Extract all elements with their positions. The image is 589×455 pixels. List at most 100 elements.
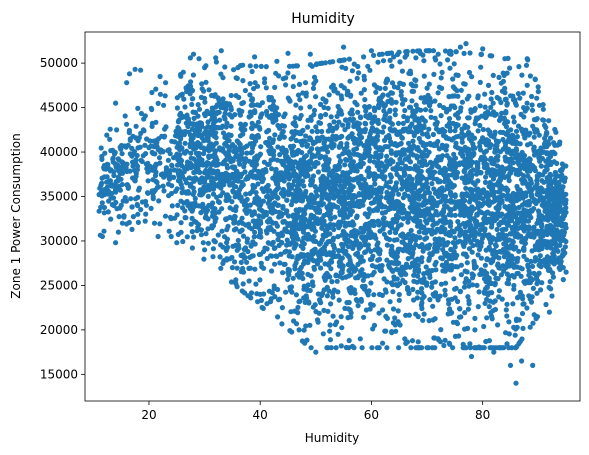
- scatter-point: [543, 301, 549, 308]
- scatter-point: [362, 104, 368, 110]
- scatter-point: [220, 75, 226, 81]
- scatter-point: [303, 133, 309, 139]
- scatter-point: [371, 52, 377, 59]
- scatter-point: [483, 174, 489, 180]
- scatter-point: [382, 144, 388, 150]
- scatter-point: [559, 161, 566, 167]
- scatter-point: [446, 232, 452, 238]
- scatter-point: [111, 172, 117, 179]
- scatter-point: [394, 276, 400, 282]
- scatter-point: [441, 342, 447, 349]
- scatter-point: [493, 275, 499, 281]
- scatter-point: [127, 168, 133, 174]
- scatter-point: [272, 132, 278, 138]
- scatter-point: [417, 218, 423, 224]
- scatter-point: [242, 160, 248, 166]
- scatter-point: [350, 136, 356, 143]
- scatter-point: [540, 102, 546, 108]
- scatter-point: [492, 242, 499, 248]
- scatter-point: [477, 140, 483, 146]
- scatter-point: [231, 183, 237, 190]
- scatter-point: [465, 294, 471, 300]
- scatter-point: [258, 63, 264, 69]
- scatter-point: [361, 314, 367, 320]
- scatter-point: [425, 168, 431, 174]
- scatter-point: [239, 227, 245, 233]
- scatter-point: [546, 200, 552, 206]
- scatter-point: [224, 174, 230, 180]
- scatter-point: [371, 222, 377, 229]
- scatter-point: [246, 114, 252, 120]
- scatter-point: [433, 293, 439, 299]
- scatter-point: [559, 167, 565, 173]
- scatter-point: [305, 252, 311, 258]
- scatter-point: [362, 211, 368, 217]
- scatter-point: [347, 78, 353, 84]
- scatter-point: [509, 156, 515, 162]
- scatter-point: [514, 295, 521, 301]
- scatter-point: [387, 108, 393, 114]
- scatter-point: [547, 266, 553, 272]
- scatter-point: [277, 134, 283, 140]
- scatter-point: [409, 98, 415, 104]
- scatter-point: [135, 105, 141, 111]
- scatter-point: [502, 265, 509, 271]
- scatter-point: [515, 234, 521, 240]
- scatter-point: [114, 127, 120, 133]
- scatter-point: [208, 162, 214, 168]
- scatter-point: [377, 85, 383, 91]
- scatter-point: [240, 78, 246, 84]
- scatter-point: [228, 123, 234, 129]
- scatter-point: [521, 253, 527, 259]
- scatter-point: [411, 297, 417, 303]
- scatter-point: [258, 251, 264, 257]
- scatter-point: [281, 193, 287, 199]
- scatter-point: [463, 124, 469, 130]
- scatter-point: [209, 204, 215, 210]
- scatter-point: [327, 322, 333, 328]
- scatter-point: [247, 265, 253, 271]
- scatter-point: [519, 72, 525, 78]
- scatter-point: [453, 72, 459, 78]
- scatter-point: [182, 104, 188, 110]
- scatter-point: [458, 87, 464, 93]
- scatter-point: [530, 320, 536, 326]
- scatter-point: [426, 81, 432, 87]
- scatter-point: [439, 142, 445, 148]
- scatter-point: [477, 79, 483, 85]
- scatter-point: [280, 76, 286, 82]
- scatter-point: [380, 216, 386, 222]
- scatter-point: [402, 183, 408, 189]
- scatter-point: [328, 216, 334, 222]
- scatter-point: [476, 246, 483, 253]
- scatter-point: [524, 142, 531, 148]
- scatter-point: [477, 122, 483, 129]
- scatter-point: [273, 70, 279, 76]
- scatter-point: [455, 145, 461, 151]
- scatter-point: [309, 236, 315, 242]
- scatter-point: [309, 178, 315, 184]
- scatter-point: [420, 131, 426, 137]
- scatter-point: [469, 153, 475, 159]
- scatter-point: [113, 184, 119, 190]
- scatter-point: [427, 274, 433, 280]
- scatter-point: [538, 145, 544, 151]
- scatter-point: [309, 279, 316, 285]
- scatter-point: [403, 261, 410, 267]
- scatter-point: [280, 219, 286, 225]
- scatter-point: [406, 104, 412, 110]
- scatter-point: [500, 70, 506, 76]
- scatter-point: [205, 240, 211, 246]
- scatter-point: [243, 156, 249, 162]
- scatter-point: [354, 168, 360, 174]
- scatter-point: [261, 265, 267, 271]
- scatter-point: [202, 113, 208, 119]
- scatter-point: [380, 129, 386, 135]
- scatter-point: [307, 62, 313, 68]
- scatter-point: [331, 226, 337, 233]
- scatter-point: [442, 220, 448, 226]
- scatter-point: [177, 175, 183, 181]
- scatter-point: [380, 58, 387, 64]
- scatter-point: [466, 246, 473, 252]
- scatter-point: [485, 127, 491, 133]
